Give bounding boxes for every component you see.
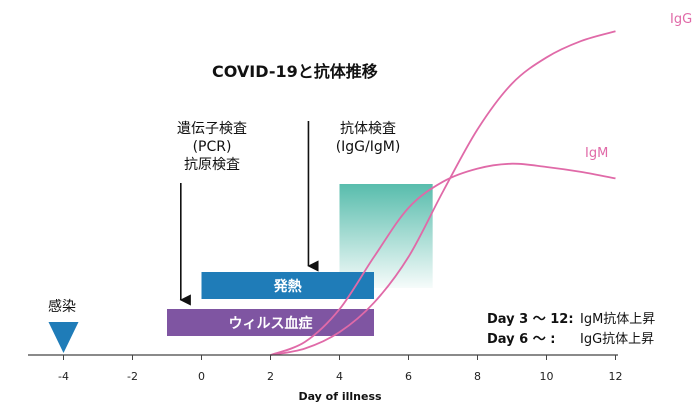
antibody-label-line2: (IgG/IgM) — [336, 139, 401, 155]
x-tick-label: 10 — [540, 370, 554, 383]
pcr-label-line1: 遺伝子検査 — [177, 121, 247, 137]
note-text-igm: IgM抗体上昇 — [580, 312, 655, 327]
x-tick-label: 8 — [474, 370, 481, 383]
infection-marker — [48, 322, 79, 353]
series-line-igg — [270, 30, 616, 356]
pcr-label-line3: 抗原検査 — [184, 157, 240, 173]
x-tick-label: 2 — [267, 370, 274, 383]
band-label-0: 発熱 — [273, 278, 302, 295]
series-line-igm — [270, 162, 616, 356]
x-tick-label: 4 — [336, 370, 343, 383]
x-tick-label: -2 — [127, 370, 138, 383]
chart-title: COVID-19と抗体推移 — [212, 62, 378, 81]
note-day-igg: Day 6 ～ : — [487, 332, 555, 347]
infection-label: 感染 — [48, 298, 76, 315]
pcr-label-line2: (PCR) — [193, 139, 232, 155]
band-label-1: ウィルス血症 — [229, 315, 313, 332]
series-label-igm: IgM — [585, 146, 608, 161]
x-axis-label: Day of illness — [298, 390, 382, 403]
note-day-igm: Day 3 ～ 12: — [487, 312, 574, 327]
series-label-igg: IgG — [670, 12, 692, 27]
antibody-test-window — [339, 184, 433, 288]
x-tick-label: -4 — [58, 370, 69, 383]
note-text-igg: IgG抗体上昇 — [580, 332, 654, 347]
x-tick-label: 6 — [405, 370, 412, 383]
x-tick-label: 0 — [198, 370, 205, 383]
antibody-label-line1: 抗体検査 — [340, 121, 396, 137]
band-0 — [201, 272, 374, 299]
x-tick-label: 12 — [609, 370, 623, 383]
